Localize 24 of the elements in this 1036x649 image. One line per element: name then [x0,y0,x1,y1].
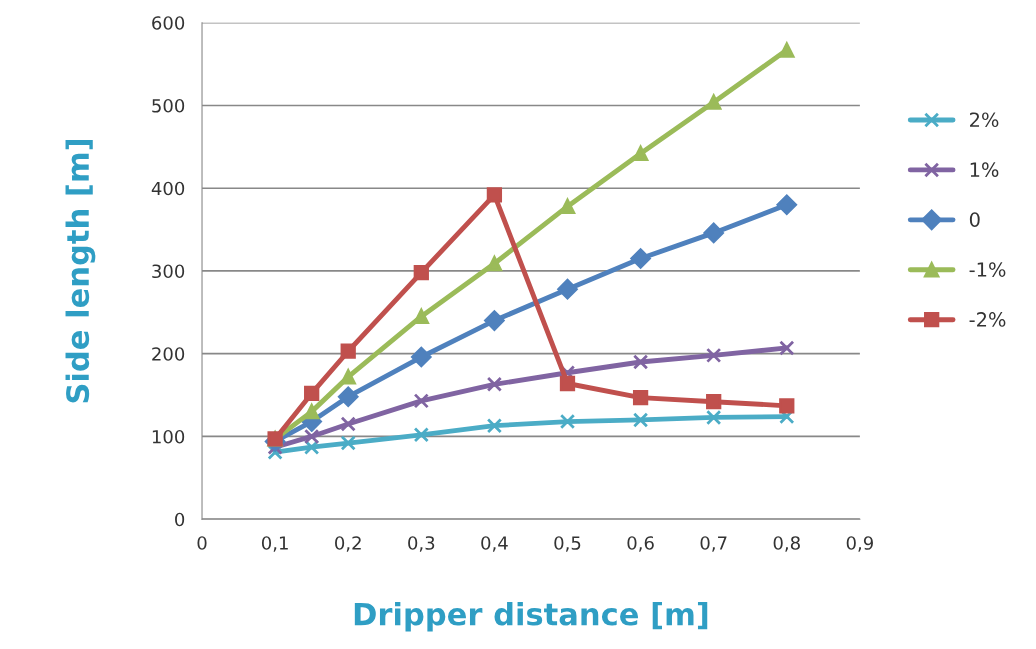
x-axis-title: Dripper distance [m] [354,601,708,632]
legend-label: -1% [969,262,1006,277]
y-tick-label: 100 [152,429,185,444]
x-tick-label: 0,8 [773,536,800,552]
x-tick-label: 0,2 [335,536,361,552]
y-tick-label: 600 [152,16,185,30]
y-tick-label: 300 [152,264,185,279]
y-tick-label: 500 [152,98,185,113]
x-tick-label: 0,4 [481,536,508,552]
x-tick-label: 0,1 [261,536,288,552]
legend-label: 0 [969,212,980,227]
legend-label: 2% [970,112,999,128]
legend-label: 1% [970,162,999,178]
x-tick-label: 0,6 [627,536,654,552]
y-axis-title: Side length [m] [65,139,96,403]
x-tick-label: 0,7 [700,536,727,552]
x-tick-label: 0,3 [408,536,435,552]
legend-label: -2% [969,312,1006,327]
x-tick-label: 0 [197,536,207,550]
x-tick-label: 0,9 [846,536,873,552]
y-tick-label: 0 [175,512,185,527]
y-tick-label: 400 [151,181,185,196]
x-tick-label: 0,5 [554,536,581,552]
y-tick-label: 200 [152,347,185,361]
